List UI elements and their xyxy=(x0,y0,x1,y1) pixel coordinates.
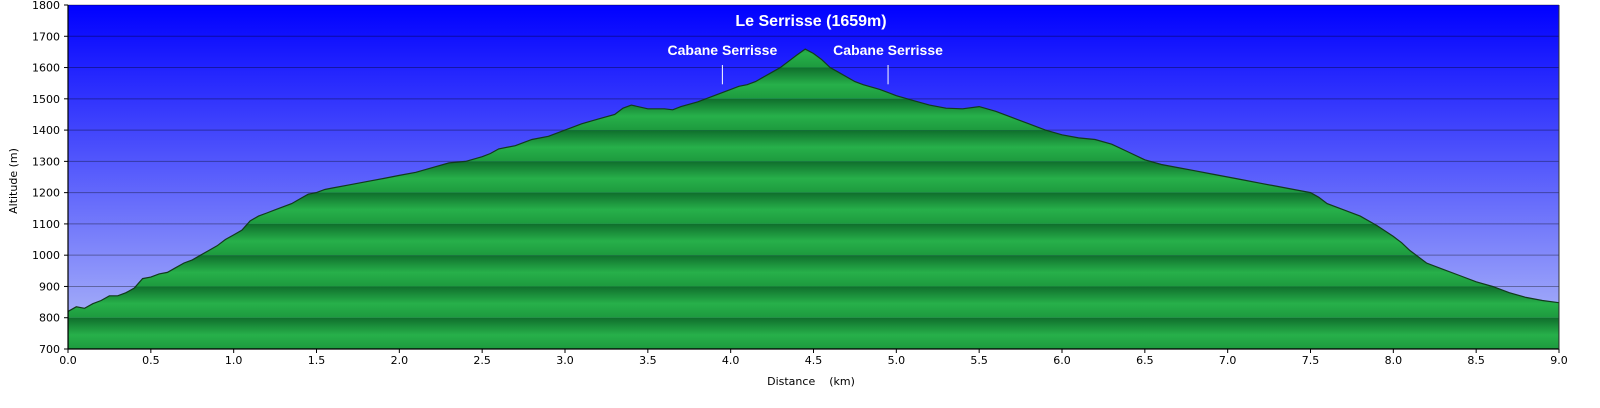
x-tick-label: 8.0 xyxy=(1385,354,1403,367)
x-tick-label: 1.0 xyxy=(225,354,243,367)
x-tick-label: 6.5 xyxy=(1136,354,1154,367)
y-tick-label: 1600 xyxy=(32,62,60,75)
x-tick-label: 0.5 xyxy=(142,354,160,367)
y-axis-label: Altitude (m) xyxy=(7,148,20,214)
terrain-outline xyxy=(68,48,1559,349)
annotation-label: Cabane Serrisse xyxy=(833,42,943,58)
y-tick-label: 1400 xyxy=(32,124,60,137)
x-tick-label: 4.5 xyxy=(805,354,823,367)
y-ticks: 700 800 900 1000 1100 1200 1300 1400 1500 1600 170… xyxy=(32,0,68,356)
y-tick-label: 1000 xyxy=(32,249,60,262)
x-tick-label: 8.5 xyxy=(1467,354,1485,367)
y-tick-label: 1800 xyxy=(32,0,60,12)
terrain-band xyxy=(68,192,1559,224)
x-tick-label: 1.5 xyxy=(308,354,326,367)
y-tick-label: 1100 xyxy=(32,218,60,231)
terrain-band xyxy=(68,223,1559,256)
x-tick-label: 7.0 xyxy=(1219,354,1237,367)
x-tick-label: 5.0 xyxy=(888,354,906,367)
x-tick-label: 7.5 xyxy=(1302,354,1320,367)
x-tick-label: 2.0 xyxy=(391,354,409,367)
x-tick-label: 5.5 xyxy=(970,354,988,367)
annotations: Cabane Serrisse Cabane Serrisse xyxy=(668,42,943,85)
x-tick-label: 3.0 xyxy=(556,354,574,367)
terrain-band xyxy=(68,317,1559,349)
annotation-label: Cabane Serrisse xyxy=(668,42,778,58)
x-tick-label: 6.0 xyxy=(1053,354,1071,367)
x-tick-label: 3.5 xyxy=(639,354,657,367)
y-tick-label: 700 xyxy=(39,343,60,356)
y-tick-label: 1700 xyxy=(32,30,60,43)
y-tick-label: 1200 xyxy=(32,187,60,200)
x-tick-label: 0.0 xyxy=(59,354,77,367)
terrain-band xyxy=(68,255,1559,287)
x-ticks: 0.0 0.5 1.0 1.5 2.0 2.5 3.0 3.5 4.0 4.5 5.0 5.5 6.0 6… xyxy=(59,349,1568,367)
y-tick-label: 1300 xyxy=(32,155,60,168)
terrain-band xyxy=(68,286,1559,318)
x-tick-label: 2.5 xyxy=(473,354,491,367)
x-tick-label: 4.0 xyxy=(722,354,740,367)
x-tick-label: 9.0 xyxy=(1550,354,1568,367)
x-axis-label: Distance (km) xyxy=(767,375,855,388)
y-tick-label: 900 xyxy=(39,280,60,293)
chart-title: Le Serrisse (1659m) xyxy=(735,13,886,30)
y-tick-label: 1500 xyxy=(32,93,60,106)
y-tick-label: 800 xyxy=(39,312,60,325)
